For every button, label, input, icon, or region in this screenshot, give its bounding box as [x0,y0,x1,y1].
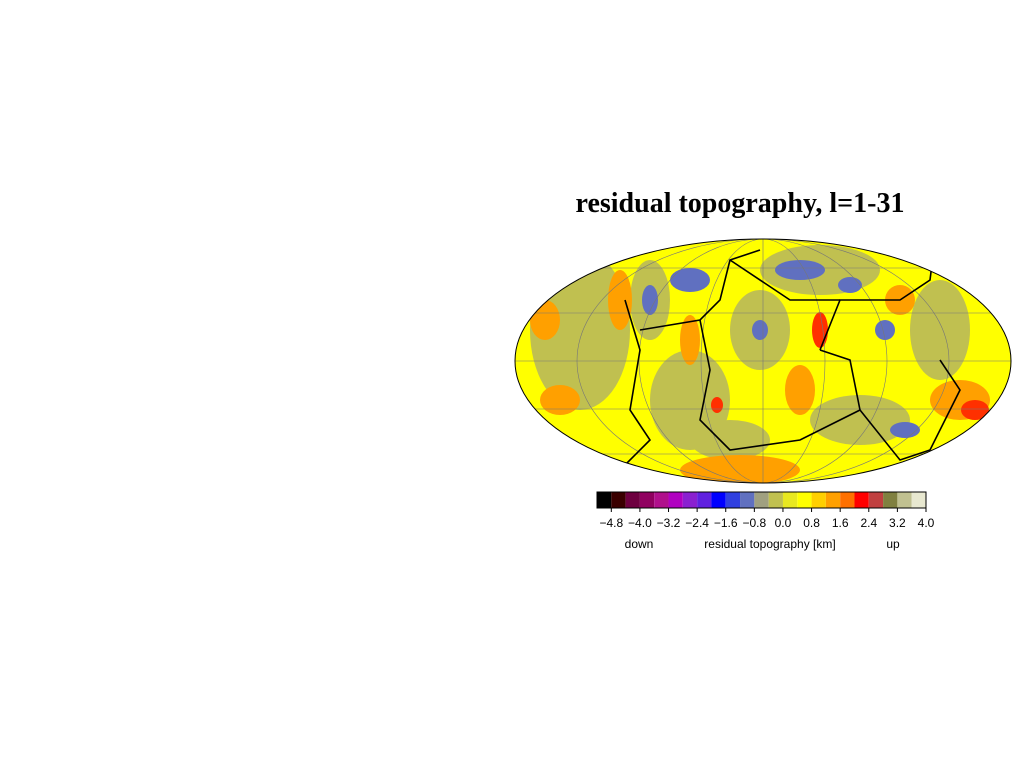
colorbar-tick-label: 3.2 [889,516,906,530]
colorbar-tick-label: −2.4 [685,516,709,530]
colorbar-frame [596,491,927,509]
colorbar-tick-label: −3.2 [657,516,681,530]
colorbar-bin [668,492,683,508]
colorbar-tick-label: 0.8 [803,516,820,530]
high-label: up [886,537,900,551]
colorbar-tick-label: 0.0 [775,516,792,530]
colorbar-tick-label: 4.0 [918,516,935,530]
colorbar-tick-label: 2.4 [860,516,877,530]
map-frame [514,238,1012,484]
colorbar-bin [868,492,884,508]
colorbar-bin [825,492,841,508]
colorbar-label: residual topography [km] [704,537,835,551]
colorbar-tick-label: 1.6 [832,516,849,530]
map [515,239,1011,483]
colorbar-bin [840,492,855,508]
colorbar-bin [639,492,655,508]
colorbar-bin [768,492,783,508]
colorbar: −4.8 −4.0 −3.2 −2.4 −1.6 −0.8 0.0 0.8 1.6 2.4 3.2 4… [596,491,935,530]
colorbar-tick-label: −0.8 [742,516,766,530]
colorbar-bin [782,492,798,508]
colorbar-bin [711,492,726,508]
colorbar-bin [911,492,926,508]
colorbar-bin [854,492,869,508]
colorbar-bin [754,492,769,508]
colorbar-bin [597,492,612,508]
colorbar-tick-label: −4.0 [628,516,652,530]
colorbar-tick-label: −4.8 [599,516,623,530]
colorbar-bin [897,492,912,508]
colorbar-bin [625,492,640,508]
colorbar-bin [811,492,826,508]
colorbar-tick-label: −1.6 [714,516,738,530]
map-title: residual topography, l=1-31 [576,188,905,219]
colorbar-bin [697,492,712,508]
low-label: down [625,537,654,551]
colorbar-bin [654,492,669,508]
colorbar-bin [883,492,898,508]
colorbar-bin [725,492,741,508]
colorbar-bin [797,492,812,508]
colorbar-bin [740,492,755,508]
colorbar-bin [682,492,698,508]
colorbar-bin [611,492,626,508]
